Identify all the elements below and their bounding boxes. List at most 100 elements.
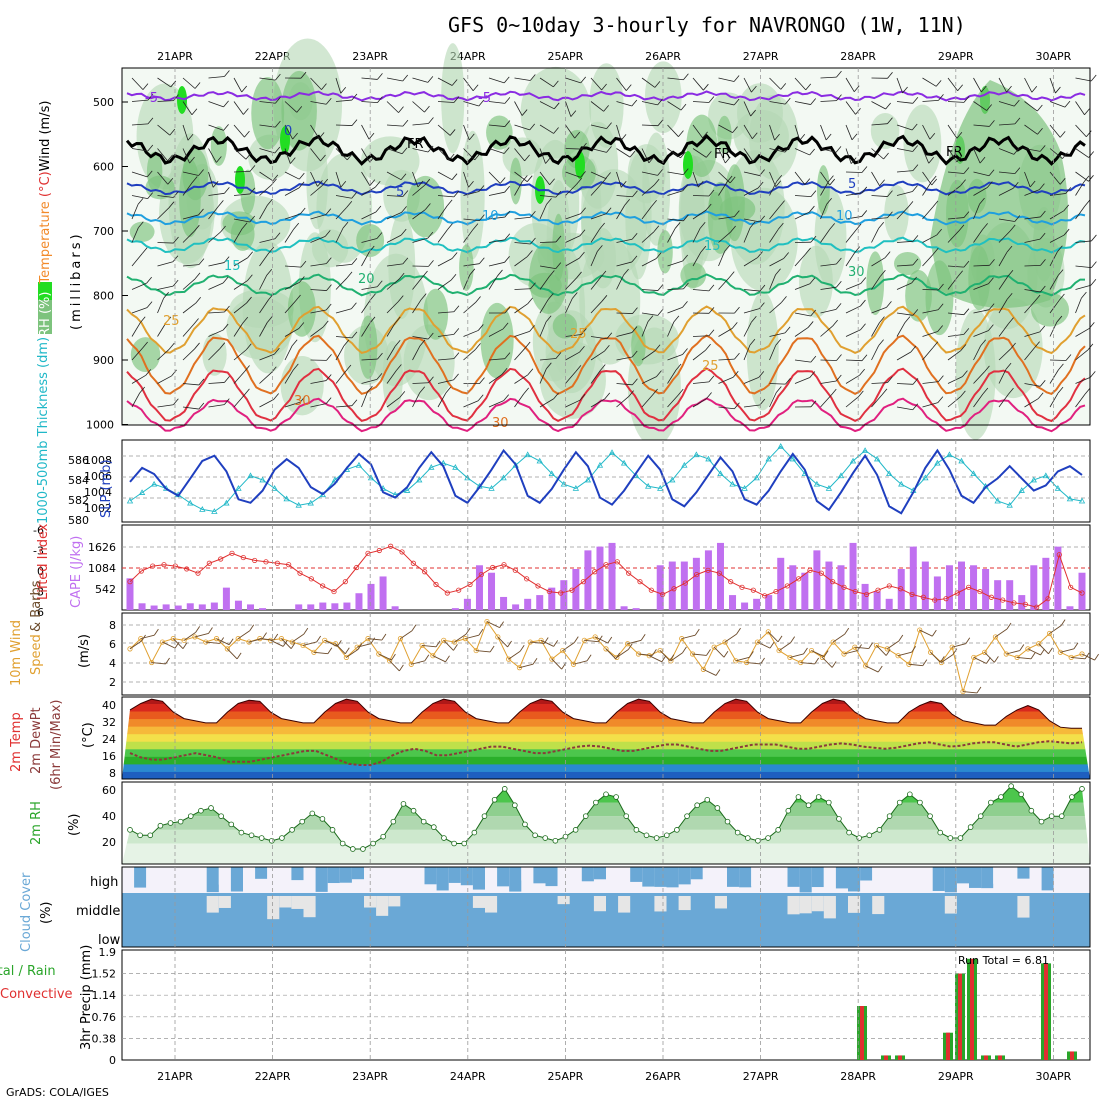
cloud-high-bar [1017,867,1030,879]
upper-wind-barb-flag [1008,317,1014,324]
upper-wind-barb-flag [657,284,664,291]
upper-wind-barb-flag [448,153,455,161]
upper-wind-barb [641,205,652,220]
upper-wind-barb-flag [907,201,914,208]
upper-wind-barb-flag [963,96,970,103]
rh-marker [147,832,154,839]
upper-wind-barb-flag [911,276,917,284]
upper-wind-barb-flag [606,332,613,340]
upper-wind-barb [386,322,396,337]
upper-wind-barb [922,331,938,337]
series-marker [1000,597,1006,603]
bottom-date-label: 26APR [645,1070,681,1083]
wind-barb-flag [607,636,613,644]
upper-wind-barb-flag [759,215,766,223]
wind-barb-flag [445,655,450,663]
upper-wind-barb-flag [682,301,688,308]
series-marker [560,647,566,654]
cape-bar [741,602,749,610]
upper-wind-barb-flag [222,276,229,284]
cloud-high-bar [158,867,171,882]
upper-wind-barb [310,403,327,408]
rh-marker [785,807,792,814]
upper-wind-barb [973,393,984,408]
upper-wind-barb-flag [427,76,434,83]
upper-wind-barb [998,123,1015,126]
cloud-high-bar [1077,867,1090,889]
series-marker [765,629,771,635]
upper-wind-barb [692,209,707,220]
wind-barb-flag [1094,653,1099,661]
series-marker [657,485,664,491]
upper-wind-barb [794,124,801,141]
slp-grid [122,455,1090,499]
upper-wind-barb [208,192,225,196]
upper-wind-barb [845,192,862,196]
series-marker [705,455,712,462]
cloud-level-high: high [90,875,118,890]
upper-wind-barb-flag [776,174,783,182]
cloud-high-bar [690,867,703,880]
upper-wind-barb-flag [342,221,349,229]
upper-label-temp: Temperature [38,201,53,284]
upper-wind-barb-flag [779,200,785,207]
temp-band [122,756,1090,765]
upper-wind-barb [845,101,856,115]
upper-wind-barb [947,148,958,163]
cape-bar [355,593,363,610]
series-marker [224,646,230,652]
upper-wind-barb-flag [1009,224,1016,232]
upper-wind-barb [233,394,245,408]
upper-wind-barb [820,76,837,79]
upper-wind-barb [820,286,837,290]
wind-barb [887,640,900,650]
upper-wind-barb-flag [1089,371,1096,378]
cloud-mid-gap [218,896,231,908]
upper-wind-barb-flag [398,106,404,113]
series-marker [199,506,206,512]
upper-wind-barb-flag [479,214,485,221]
rh-shade-mid [539,341,606,419]
rh-unit: (%) [67,814,82,837]
upper-wind-barb [947,77,958,91]
wind-barb-flag [868,642,874,649]
temp-tick: 8 [109,767,116,780]
wind-barb-flag [519,644,525,652]
series-marker [977,588,983,595]
cloud-high-bar [702,867,715,883]
series-marker [895,653,901,659]
upper-wind-barb [335,195,352,199]
upper-wind-barb-flag [474,153,481,161]
upper-wind-barb-flag [938,283,944,291]
series-marker [1034,604,1040,610]
cloud-mid-gap [291,896,304,909]
upper-wind-barb-flag [173,191,179,198]
upper-wind-barb-flag [394,339,401,347]
cloud-high-bar [146,867,159,891]
upper-wind-barb-flag [249,165,256,172]
rh-shade-dark [686,114,718,178]
upper-wind-barb-flag [147,192,154,199]
upper-wind-barb-flag [647,315,654,322]
upper-wind-barb-flag [887,211,893,218]
upper-wind-barb-flag [1037,392,1044,399]
upper-wind-barb [208,404,225,408]
upper-wind-barb [922,309,939,314]
rh-tick: 20 [102,836,116,849]
upper-wind-barb [412,101,425,113]
upper-wind-barb [922,402,939,408]
upper-wind-barb-flag [555,235,562,243]
upper-wind-barb-flag [729,176,736,184]
upper-wind-barb [565,171,581,178]
upper-wind-barb-flag [809,371,816,378]
upper-wind-barb-flag [1057,386,1064,394]
series-marker [331,588,337,595]
upper-wind-barb [233,257,248,267]
cloud-high-bar [194,867,207,891]
upper-wind-barb-flag [503,147,510,154]
upper-wind-barb-flag [325,397,332,404]
upper-wind-barb-flag [1040,210,1046,218]
upper-wind-barb-flag [1084,108,1090,115]
upper-wind-barb [514,242,531,245]
